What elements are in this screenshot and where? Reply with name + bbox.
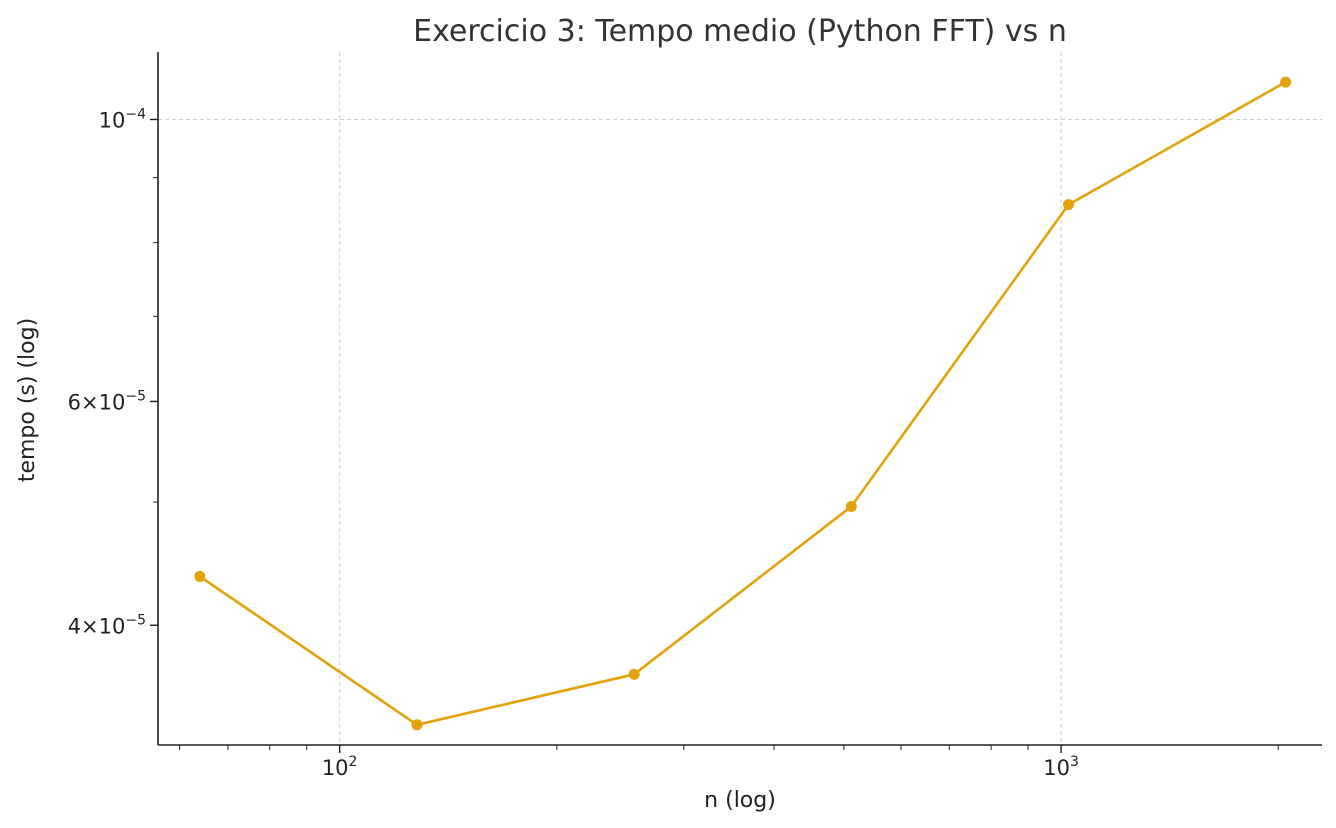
data-point — [411, 719, 423, 731]
grid-lines — [158, 52, 1322, 745]
data-point — [194, 570, 206, 582]
series-line — [199, 80, 1287, 727]
y-axis-label: tempo (s) (log) — [15, 318, 40, 482]
data-point — [1280, 76, 1292, 88]
x-tick-label: 103 — [1043, 754, 1079, 780]
y-tick-label: 10−4 — [99, 106, 146, 132]
data-point — [845, 501, 857, 513]
data-point — [628, 668, 640, 680]
minor-ticks — [153, 118, 1279, 750]
series-group — [194, 76, 1292, 731]
y-tick-label: 4×10−5 — [68, 612, 146, 638]
x-tick-label: 102 — [322, 754, 358, 780]
x-axis-ticks: 102 103 — [322, 745, 1079, 780]
data-point — [1062, 199, 1074, 211]
y-tick-label: 6×10−5 — [68, 388, 146, 414]
x-axis-label: n (log) — [704, 788, 776, 813]
chart-title: Exercicio 3: Tempo medio (Python FFT) vs… — [413, 14, 1067, 49]
y-axis-ticks: 4×10−5 6×10−5 10−4 — [68, 106, 158, 638]
